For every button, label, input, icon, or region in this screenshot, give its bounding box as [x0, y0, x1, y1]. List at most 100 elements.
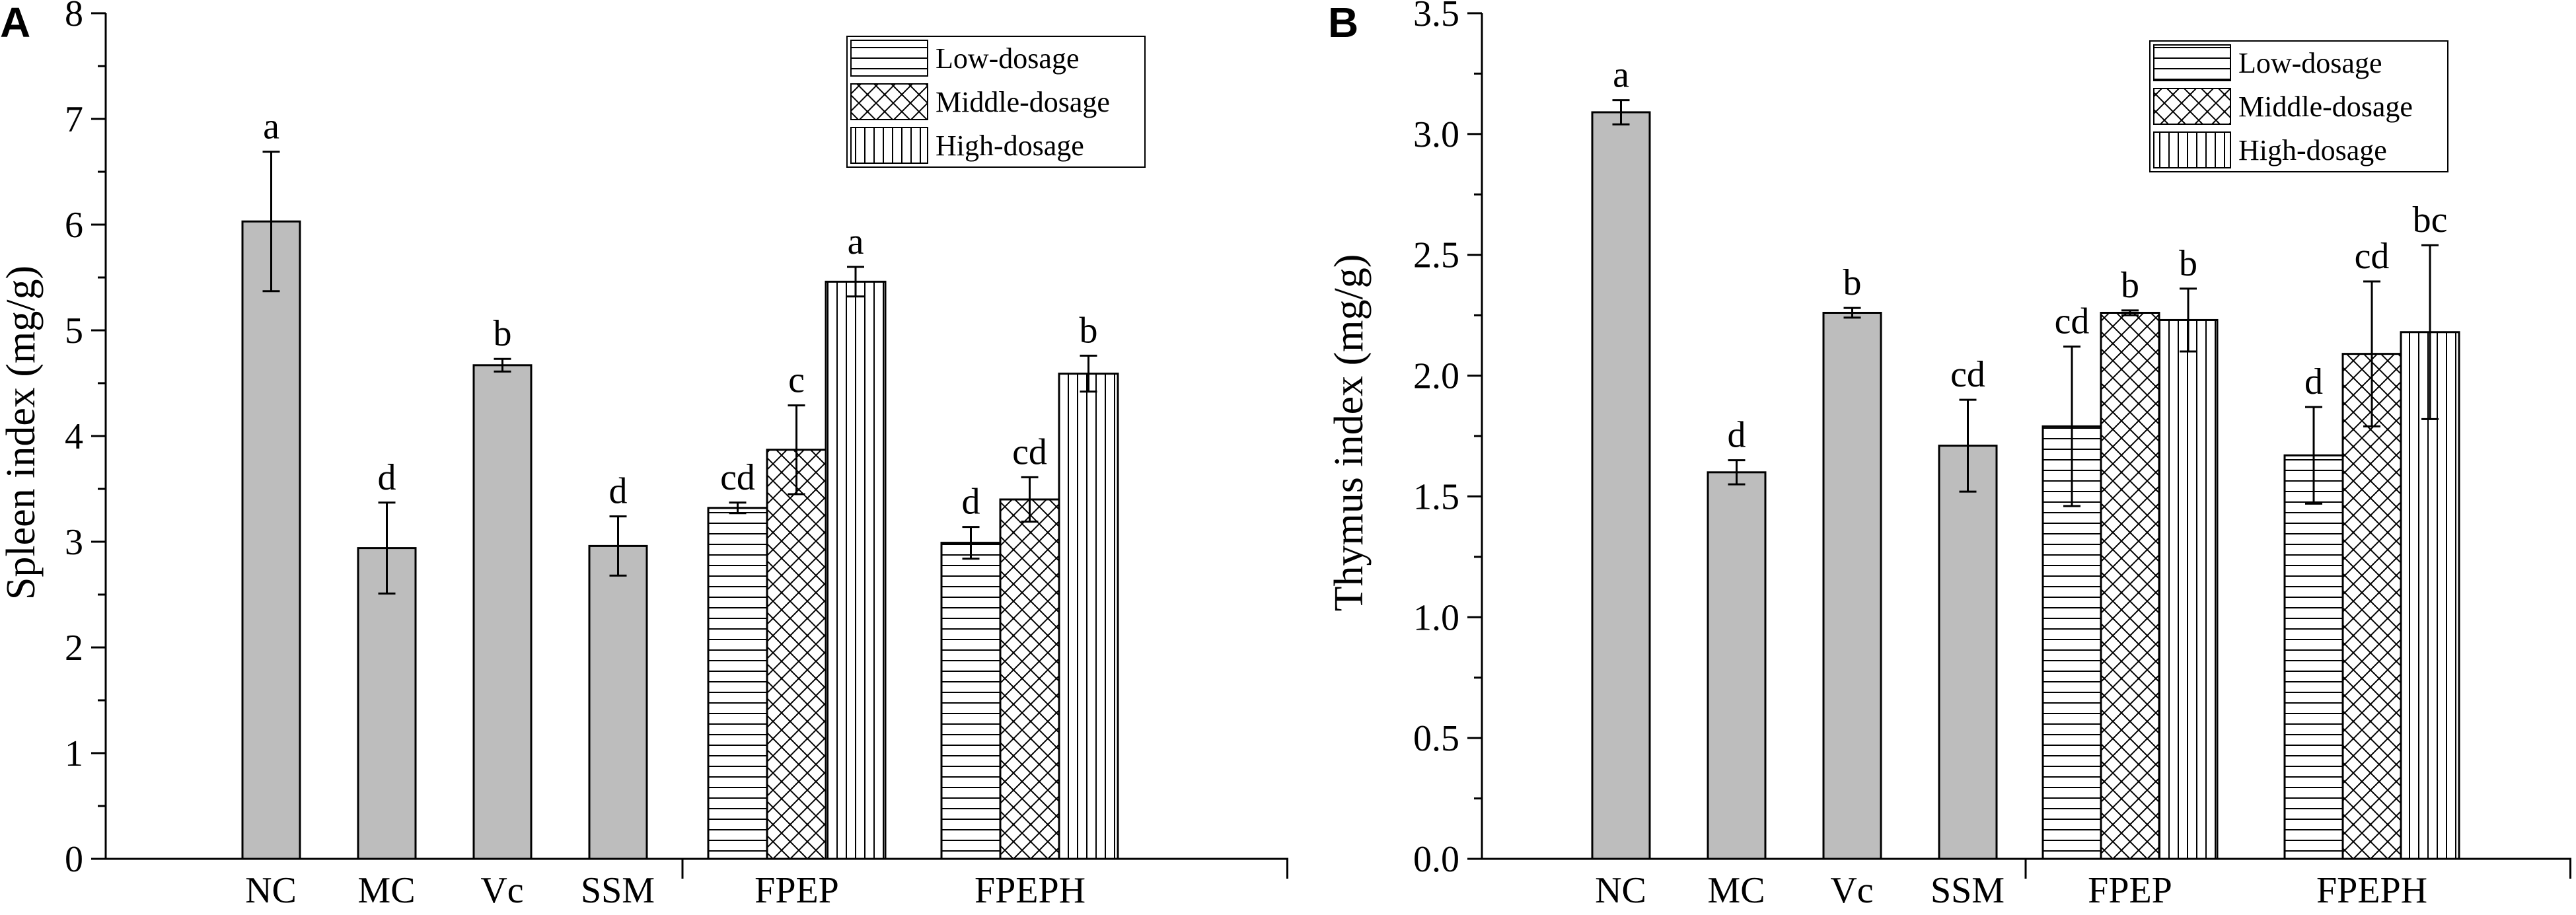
y-tick-label: 5: [65, 311, 83, 351]
panel-a-letter: A: [0, 0, 30, 46]
error-bar: [2180, 287, 2197, 353]
x-tick-label-fpeph: FPEPH: [2316, 870, 2427, 911]
error-bar: [2305, 406, 2322, 505]
legend-label-middle: Middle-dosage: [2238, 91, 2413, 123]
x-tick-label-vc: Vc: [1830, 870, 1873, 911]
legend-label-middle: Middle-dosage: [936, 86, 1110, 118]
panel-b-y-ticks: 0.0 0.5 1.0 1.5 2.0 2.5 3.0 3.5: [1413, 0, 1482, 880]
significance-label: b: [1843, 262, 1862, 303]
significance-label: b: [2179, 243, 2197, 284]
error-bar: [788, 404, 805, 495]
bar-fpep-middle: [2100, 311, 2160, 860]
y-tick-label: 0: [65, 839, 83, 880]
significance-label: b: [2121, 265, 2139, 306]
bar-nc-solid: [241, 220, 301, 860]
x-tick-label-fpep: FPEP: [754, 870, 839, 911]
significance-label: d: [378, 457, 396, 498]
panel-b-axes: [1481, 13, 2571, 879]
error-bar: [1959, 398, 1977, 493]
bar-fpeph-high: [1058, 373, 1119, 860]
significance-label: cd: [1012, 431, 1047, 472]
error-bar: [847, 266, 864, 298]
panel-a-y-ticks: 0 1 2 3 4 5 6 7 8: [65, 0, 106, 880]
error-bar: [729, 501, 747, 515]
panel-a-axes: [104, 13, 1288, 879]
legend-label-high: High-dosage: [2238, 134, 2387, 166]
significance-label: d: [962, 482, 980, 523]
y-tick-label: 7: [65, 99, 83, 140]
error-bar: [2363, 280, 2380, 427]
panel-a-x-labels: NC MC Vc SSM FPEP FPEPH: [245, 870, 1086, 911]
y-tick-label: 8: [65, 0, 83, 34]
significance-label: c: [788, 360, 805, 401]
x-tick-label-mc: MC: [1707, 870, 1765, 911]
error-bar: [494, 357, 511, 373]
bar-ssm-solid: [588, 544, 648, 860]
legend-swatch-high: [2153, 131, 2231, 168]
error-bar: [2063, 346, 2080, 507]
significance-label: a: [263, 106, 279, 147]
y-tick-label: 3.5: [1413, 0, 1459, 34]
y-tick-label: 2.0: [1413, 356, 1459, 397]
error-bar: [378, 501, 396, 595]
significance-label: d: [609, 471, 628, 512]
significance-label: a: [848, 221, 864, 262]
significance-label: d: [1728, 415, 1746, 456]
x-tick-label-ssm: SSM: [1931, 870, 2005, 911]
bar-fpep-low: [707, 507, 768, 860]
error-bar: [609, 515, 627, 577]
x-tick-label-vc: Vc: [480, 870, 523, 911]
legend-swatch-low: [850, 40, 928, 77]
y-tick-label: 2: [65, 628, 83, 669]
y-tick-label: 3: [65, 522, 83, 563]
legend-label-high: High-dosage: [936, 129, 1084, 162]
legend-swatch-low: [2153, 44, 2231, 81]
y-tick-label: 4: [65, 416, 83, 457]
x-tick-label-nc: NC: [245, 870, 297, 911]
y-tick-label: 6: [65, 205, 83, 246]
significance-label: cd: [2055, 301, 2090, 342]
x-tick-label-ssm: SSM: [581, 870, 655, 911]
panel-b-legend: Low-dosage Middle-dosage High-dosage: [2149, 40, 2448, 172]
x-tick-label-nc: NC: [1595, 870, 1646, 911]
bar-fpeph-middle: [999, 498, 1060, 860]
panel-b-ylabel: Thymus index (mg/g): [1327, 254, 1372, 612]
bar-vc-solid: [472, 364, 533, 860]
bar-fpep-high: [825, 280, 887, 860]
bar-fpeph-middle: [2341, 353, 2402, 860]
significance-label: b: [1080, 310, 1098, 351]
error-bar: [1843, 307, 1861, 319]
significance-label: cd: [720, 457, 755, 498]
significance-label: a: [1613, 55, 1629, 96]
significance-label: bc: [2413, 200, 2448, 240]
panel-a-ylabel: Spleen index (mg/g): [0, 266, 44, 600]
error-bar: [962, 526, 980, 560]
y-tick-label: 1.5: [1413, 476, 1459, 517]
bar-vc-solid: [1822, 311, 1882, 860]
legend-label-low: Low-dosage: [936, 42, 1080, 75]
significance-label: cd: [2355, 236, 2390, 277]
y-tick-label: 2.5: [1413, 235, 1459, 276]
legend-label-low: Low-dosage: [2238, 47, 2382, 79]
legend-swatch-middle: [2153, 88, 2231, 125]
error-bar: [1080, 354, 1097, 393]
error-bar: [2421, 244, 2439, 420]
x-tick-label-fpeph: FPEPH: [975, 870, 1086, 911]
bar-fpeph-low: [2283, 454, 2344, 860]
y-tick-label: 1: [65, 733, 83, 774]
legend-swatch-middle: [850, 83, 928, 120]
significance-label: d: [2304, 361, 2323, 402]
error-bar: [262, 151, 280, 293]
bar-mc-solid: [1707, 471, 1767, 860]
significance-label: b: [494, 313, 512, 354]
error-bar: [2121, 309, 2139, 316]
y-tick-label: 0.5: [1413, 718, 1459, 759]
bar-fpep-high: [2158, 318, 2219, 860]
error-bar: [1728, 459, 1746, 486]
y-tick-label: 0.0: [1413, 839, 1459, 880]
error-bar: [1021, 476, 1039, 523]
